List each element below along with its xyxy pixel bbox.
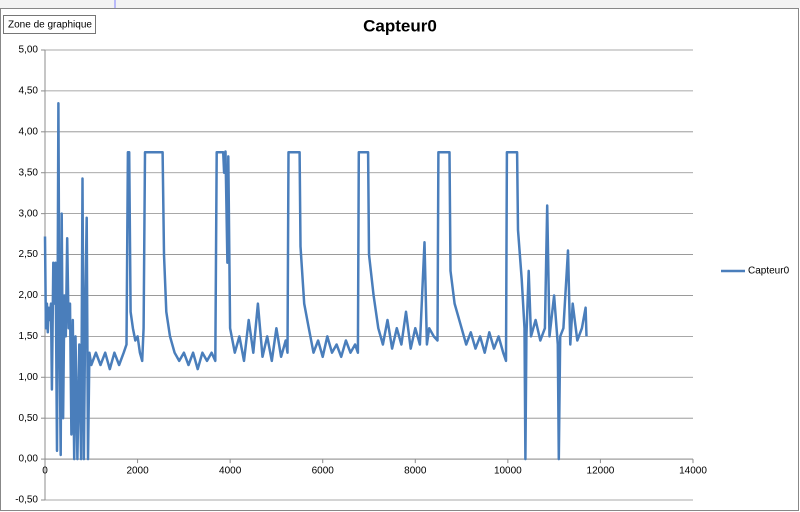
y-tick-label: 3,50 <box>19 167 39 178</box>
y-tick-label: 2,50 <box>19 249 39 260</box>
x-tick-label: 10000 <box>494 466 522 477</box>
x-tick-label: 4000 <box>219 466 242 477</box>
y-tick-label: 4,00 <box>19 126 39 137</box>
y-tick-label: 0,50 <box>19 413 39 424</box>
y-tick-label: 1,00 <box>19 372 39 383</box>
chart-title: Capteur0 <box>363 16 437 35</box>
series-line <box>43 101 588 461</box>
y-tick-label: 5,00 <box>19 45 39 56</box>
sheet-strip <box>0 0 800 8</box>
plot: -0,50 0,00 0,50 1,00 1,50 2,00 2,50 3,00 3,50 4,0… <box>15 45 789 506</box>
x-tick-label: 12000 <box>587 466 615 477</box>
legend-label: Capteur0 <box>748 266 790 277</box>
y-tick-label: 2,00 <box>19 290 39 301</box>
x-tick-label: 0 <box>42 466 48 477</box>
y-tick-label: 3,00 <box>19 208 39 219</box>
y-tick-label: -0,50 <box>15 495 38 506</box>
tooltip-box <box>3 15 96 34</box>
x-tick-label: 14000 <box>679 466 707 477</box>
chart-area <box>0 8 799 511</box>
y-tick-label: 1,50 <box>19 331 39 342</box>
x-tick-label: 6000 <box>312 466 335 477</box>
x-tick-label: 2000 <box>126 466 149 477</box>
x-tick-label: 8000 <box>404 466 427 477</box>
y-tick-label: 4,50 <box>19 86 39 97</box>
tooltip: Zone de graphique <box>8 20 92 31</box>
y-tick-label: 0,00 <box>19 454 39 465</box>
